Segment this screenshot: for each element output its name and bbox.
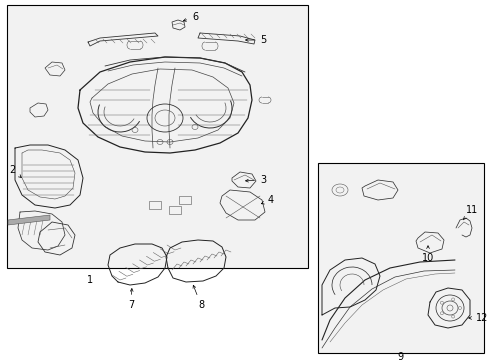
Polygon shape: [8, 215, 50, 225]
Text: 12: 12: [468, 313, 488, 323]
Text: 11: 11: [462, 205, 477, 220]
Text: 5: 5: [245, 35, 265, 45]
Text: 10: 10: [421, 246, 433, 263]
Text: 2: 2: [9, 165, 21, 177]
Text: 3: 3: [245, 175, 265, 185]
Text: 7: 7: [128, 289, 134, 310]
Text: 6: 6: [183, 12, 198, 22]
Bar: [7, 5, 307, 268]
Text: 1: 1: [87, 275, 93, 285]
Text: 8: 8: [193, 285, 203, 310]
Text: 4: 4: [261, 195, 274, 205]
Text: 9: 9: [396, 352, 402, 360]
Bar: [317, 163, 483, 353]
